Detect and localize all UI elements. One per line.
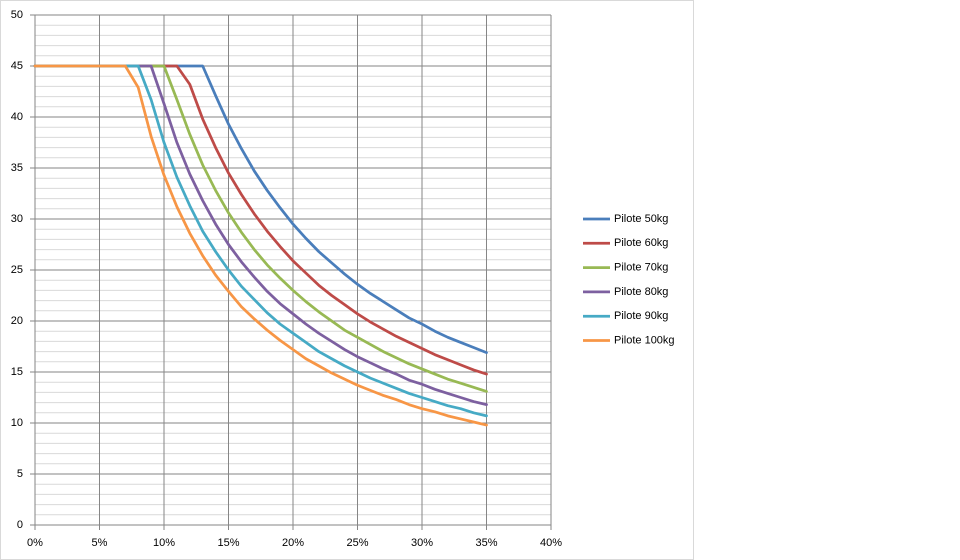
y-tick-label: 20 bbox=[11, 315, 23, 327]
legend-label: Pilote 60kg bbox=[614, 237, 668, 249]
y-tick-label: 35 bbox=[11, 162, 23, 174]
x-tick-label: 35% bbox=[475, 537, 497, 549]
legend-label: Pilote 50kg bbox=[614, 213, 668, 225]
y-tick-label: 5 bbox=[17, 468, 23, 480]
y-tick-label: 50 bbox=[11, 9, 23, 21]
y-tick-label: 15 bbox=[11, 366, 23, 378]
x-tick-label: 5% bbox=[92, 537, 108, 549]
y-tick-label: 25 bbox=[11, 264, 23, 276]
x-tick-label: 40% bbox=[540, 537, 562, 549]
y-tick-label: 30 bbox=[11, 213, 23, 225]
x-tick-label: 10% bbox=[153, 537, 175, 549]
x-tick-label: 15% bbox=[217, 537, 239, 549]
series-line bbox=[33, 64, 488, 427]
x-tick-label: 30% bbox=[411, 537, 433, 549]
legend-label: Pilote 100kg bbox=[614, 334, 675, 346]
x-tick-label: 20% bbox=[282, 537, 304, 549]
y-tick-label: 0 bbox=[17, 519, 23, 531]
x-tick-label: 25% bbox=[346, 537, 368, 549]
legend-label: Pilote 80kg bbox=[614, 286, 668, 298]
y-tick-label: 10 bbox=[11, 417, 23, 429]
legend-label: Pilote 90kg bbox=[614, 310, 668, 322]
x-tick-label: 0% bbox=[27, 537, 43, 549]
y-tick-label: 40 bbox=[11, 111, 23, 123]
legend-label: Pilote 70kg bbox=[614, 262, 668, 274]
y-tick-label: 45 bbox=[11, 60, 23, 72]
